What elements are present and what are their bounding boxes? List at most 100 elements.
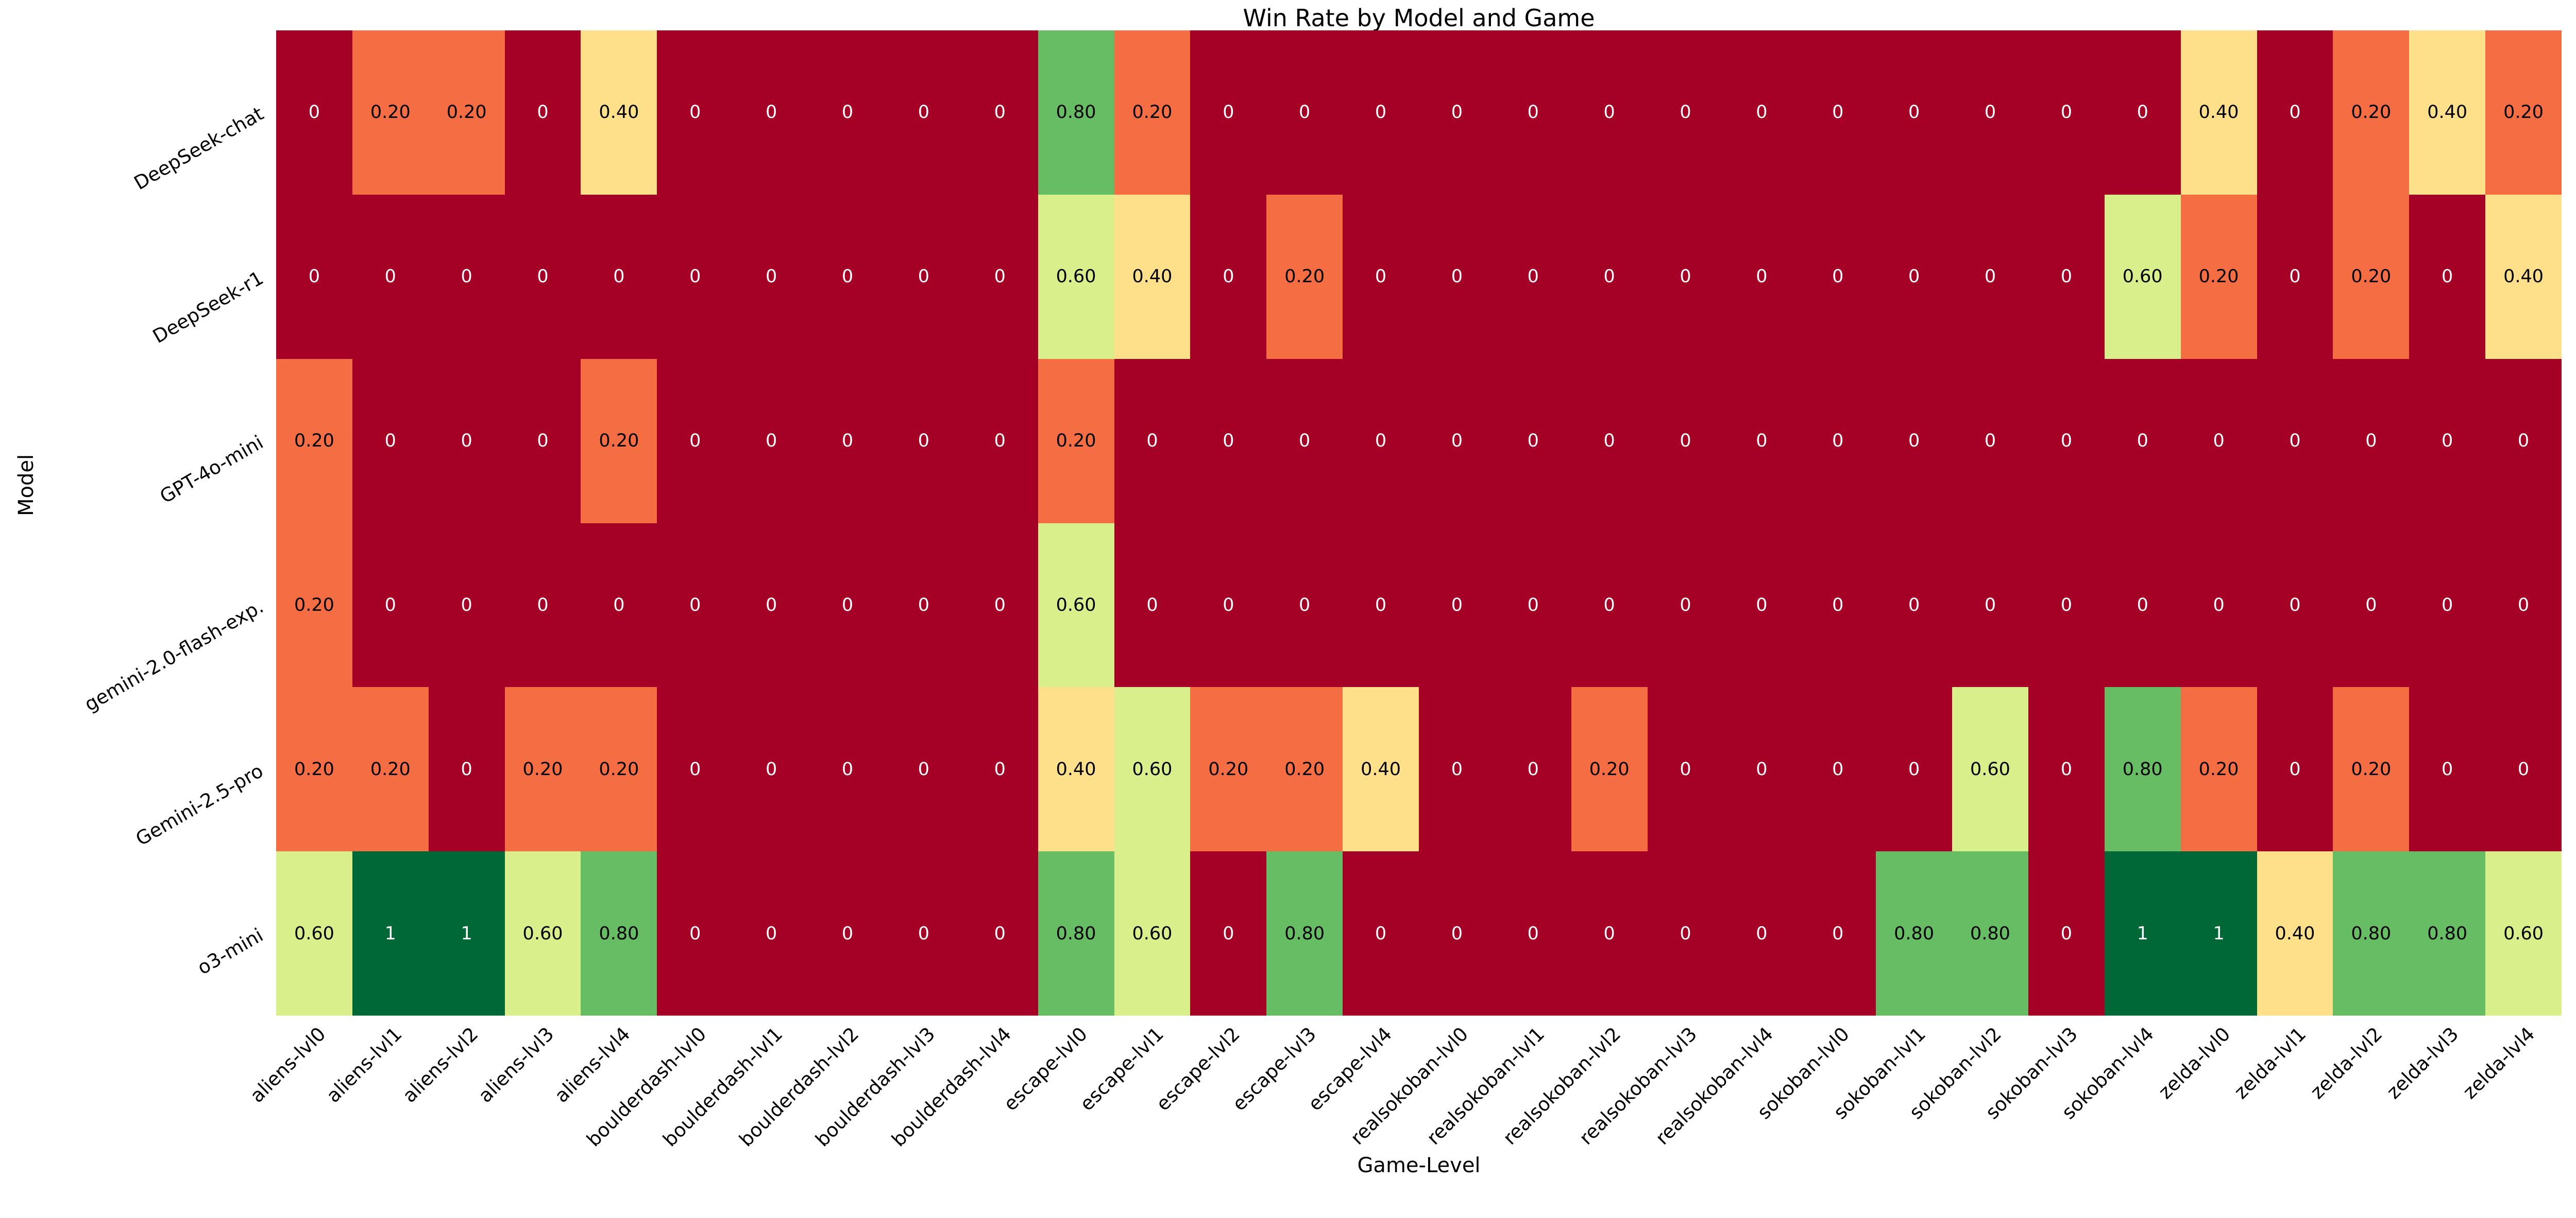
heatmap-cell: 0 [2409, 687, 2486, 852]
heatmap-cell: 0 [1419, 30, 1495, 195]
heatmap-grid: 0 0.20 0.20 0 0.40 0 0 0 0 0 0.80 0.20 0 0 0 0 0 0 0 0 0 0 0 0 0… [276, 30, 2562, 1016]
heatmap-cell: 0.20 [1571, 687, 1648, 852]
heatmap-cell: 0 [1876, 687, 1953, 852]
heatmap-cell: 0 [1647, 194, 1724, 359]
heatmap-cell: 0 [1571, 358, 1648, 523]
heatmap-cell: 0 [961, 851, 1038, 1016]
heatmap-cell: 0 [657, 523, 734, 688]
heatmap-cell: 0 [1723, 851, 1800, 1016]
heatmap-cell: 0 [1495, 687, 1571, 852]
heatmap-cell: 0 [1495, 194, 1571, 359]
heatmap-cell: 0.20 [2333, 194, 2410, 359]
heatmap-cell: 0 [1723, 358, 1800, 523]
heatmap-cell: 0 [1800, 523, 1876, 688]
heatmap-cell: 0 [276, 30, 352, 195]
heatmap-cell: 0 [1190, 30, 1267, 195]
heatmap-cell: 1 [2104, 851, 2181, 1016]
heatmap-cell: 0 [1647, 358, 1724, 523]
heatmap-cell: 0 [1343, 30, 1419, 195]
heatmap-cell: 0.40 [2485, 194, 2562, 359]
heatmap-cell: 0.20 [1114, 30, 1191, 195]
heatmap-cell: 0 [1952, 30, 2028, 195]
heatmap-cell: 0 [657, 194, 734, 359]
heatmap-cell: 0 [961, 30, 1038, 195]
heatmap-cell: 0 [352, 523, 429, 688]
heatmap-cell: 0.40 [1038, 687, 1114, 852]
heatmap-cell: 1 [428, 851, 505, 1016]
heatmap-cell: 0 [657, 358, 734, 523]
heatmap-cell: 0 [1495, 358, 1571, 523]
x-tick-label: zelda-lvl0 [2154, 1023, 2234, 1104]
heatmap-cell: 0.20 [2180, 194, 2257, 359]
heatmap-cell: 0 [885, 523, 962, 688]
heatmap-cell: 0 [2257, 523, 2333, 688]
heatmap-cell: 0.80 [1266, 851, 1343, 1016]
heatmap-cell: 0.20 [276, 687, 352, 852]
heatmap-cell: 0.80 [2409, 851, 2486, 1016]
heatmap-cell: 0 [1114, 358, 1191, 523]
y-tick-label: DeepSeek-r1 [149, 267, 267, 348]
heatmap-cell: 0 [352, 358, 429, 523]
heatmap-cell: 0.20 [1266, 687, 1343, 852]
heatmap-cell: 0 [733, 30, 810, 195]
heatmap-cell: 0 [504, 523, 581, 688]
heatmap-cell: 0 [809, 523, 886, 688]
heatmap-cell: 0.60 [1038, 523, 1114, 688]
heatmap-cell: 0 [885, 358, 962, 523]
heatmap-cell: 0 [961, 194, 1038, 359]
y-tick-label: o3-mini [194, 923, 267, 979]
heatmap-cell: 0 [2333, 358, 2410, 523]
heatmap-cell: 0 [1419, 851, 1495, 1016]
heatmap-cell: 0 [1952, 358, 2028, 523]
heatmap-cell: 0 [581, 523, 657, 688]
heatmap-cell: 0.80 [2333, 851, 2410, 1016]
heatmap-cell: 0 [1800, 194, 1876, 359]
heatmap-cell: 0 [1495, 30, 1571, 195]
heatmap-cell: 0 [1190, 358, 1267, 523]
heatmap-cell: 0.80 [1038, 30, 1114, 195]
heatmap-cell: 0 [1800, 851, 1876, 1016]
heatmap-cell: 0 [2028, 194, 2105, 359]
heatmap-cell: 0 [1419, 194, 1495, 359]
heatmap-cell: 0 [1952, 194, 2028, 359]
heatmap-cell: 0 [1495, 851, 1571, 1016]
heatmap-cell: 0 [2257, 194, 2333, 359]
heatmap-cell: 0.20 [352, 30, 429, 195]
heatmap-cell: 0 [1266, 30, 1343, 195]
heatmap-cell: 0.20 [1266, 194, 1343, 359]
heatmap-cell: 0 [1647, 687, 1724, 852]
heatmap-cell: 0 [1723, 687, 1800, 852]
heatmap-cell: 0 [1343, 358, 1419, 523]
heatmap-cell: 0 [2028, 30, 2105, 195]
y-axis-label: Model [14, 454, 38, 516]
x-tick-label: zelda-lvl4 [2459, 1023, 2539, 1104]
heatmap-cell: 0 [2028, 523, 2105, 688]
x-tick-label: aliens-lvl1 [321, 1023, 406, 1107]
heatmap-cell: 0.20 [276, 358, 352, 523]
x-tick-label: aliens-lvl0 [245, 1023, 330, 1107]
heatmap-cell: 0 [1876, 30, 1953, 195]
heatmap-cell: 0 [1800, 358, 1876, 523]
heatmap-cell: 0 [352, 194, 429, 359]
heatmap-cell: 0 [733, 851, 810, 1016]
y-tick-label: GPT-4o-mini [156, 431, 267, 508]
heatmap-cell: 0.40 [2409, 30, 2486, 195]
heatmap-cell: 0 [2409, 358, 2486, 523]
heatmap-cell: 0 [1876, 523, 1953, 688]
x-tick-label: zelda-lvl1 [2230, 1023, 2311, 1104]
heatmap-cell: 0.40 [1114, 194, 1191, 359]
heatmap-cell: 0.20 [428, 30, 505, 195]
heatmap-cell: 0.20 [2333, 30, 2410, 195]
heatmap-cell: 0 [657, 687, 734, 852]
heatmap-cell: 0.40 [2257, 851, 2333, 1016]
heatmap-cell: 0 [1647, 523, 1724, 688]
heatmap-cell: 0 [428, 687, 505, 852]
heatmap-cell: 0 [1190, 523, 1267, 688]
heatmap-cell: 0.20 [2180, 687, 2257, 852]
heatmap-cell: 0.60 [1114, 851, 1191, 1016]
heatmap-cell: 0 [1571, 523, 1648, 688]
heatmap-cell: 0.20 [581, 687, 657, 852]
heatmap-cell: 0 [657, 851, 734, 1016]
heatmap-cell: 0 [961, 523, 1038, 688]
heatmap-cell: 0 [809, 851, 886, 1016]
